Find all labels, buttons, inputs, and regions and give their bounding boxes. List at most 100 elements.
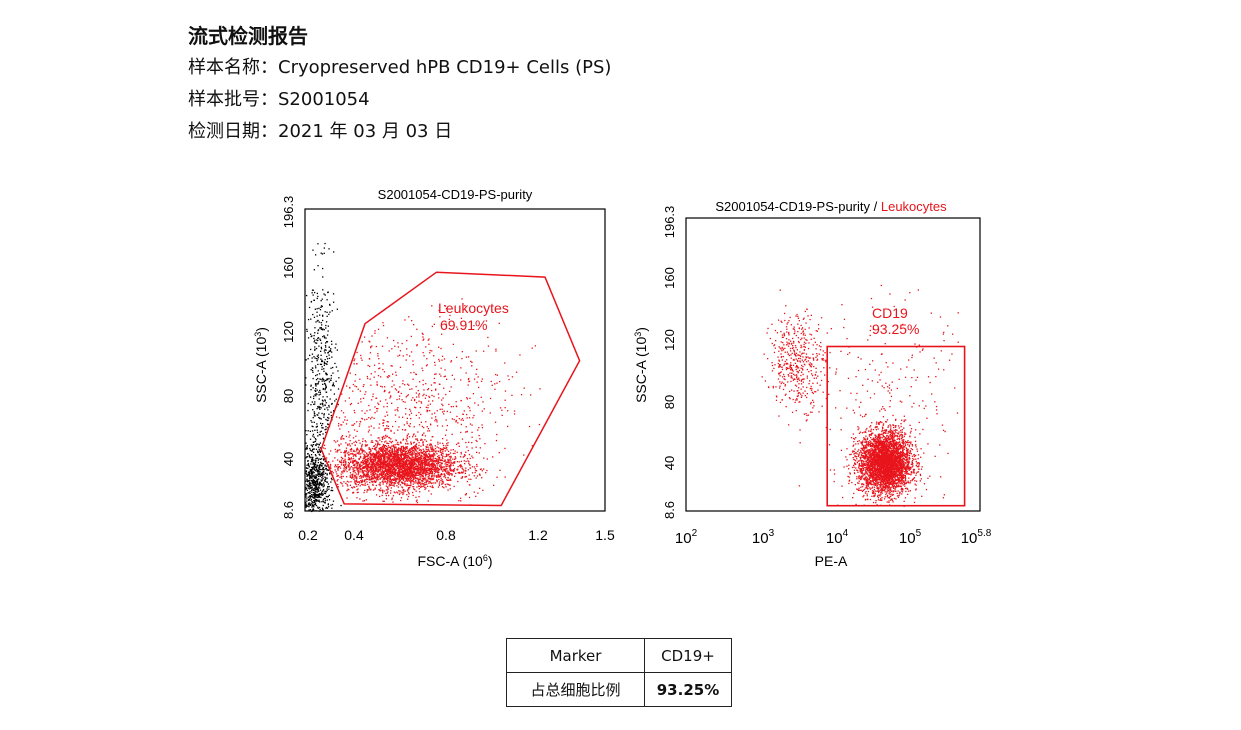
event-point [468, 474, 470, 476]
event-point [461, 351, 463, 353]
event-point [321, 507, 324, 509]
event-point [393, 448, 396, 451]
event-point [420, 468, 422, 470]
event-point [399, 395, 401, 397]
event-point [376, 468, 378, 470]
event-point [391, 481, 394, 483]
event-point [374, 481, 377, 483]
event-point [311, 494, 313, 496]
event-point [381, 474, 384, 476]
event-point [316, 484, 318, 486]
event-point [364, 479, 366, 481]
event-point [450, 469, 453, 471]
event-point [359, 485, 361, 487]
event-point [372, 489, 375, 491]
event-point [414, 452, 416, 454]
event-point [369, 409, 371, 411]
event-point [413, 463, 415, 466]
event-point [478, 452, 480, 454]
event-point [392, 501, 394, 503]
event-point [416, 474, 418, 476]
event-point [406, 454, 408, 457]
event-point [320, 479, 322, 481]
event-point [318, 450, 321, 452]
event-point [424, 397, 427, 399]
event-point [446, 378, 448, 380]
event-point [422, 336, 424, 338]
event-point [425, 406, 427, 408]
event-point [390, 459, 393, 462]
event-point [393, 457, 395, 460]
event-point [326, 481, 328, 483]
event-point [425, 450, 427, 453]
event-point [398, 493, 401, 496]
event-point [348, 456, 350, 459]
event-point [324, 465, 326, 467]
event-point [433, 452, 435, 454]
event-point [462, 413, 464, 415]
event-point [319, 454, 321, 456]
event-point [317, 494, 320, 496]
event-point [372, 466, 374, 469]
event-point [406, 465, 408, 468]
event-point [305, 501, 307, 503]
event-point [374, 332, 376, 334]
event-point [388, 350, 390, 352]
event-point [310, 484, 312, 487]
event-point [360, 480, 362, 482]
event-point [347, 485, 349, 487]
event-point [307, 487, 309, 489]
event-point [440, 451, 442, 454]
event-point [342, 470, 344, 472]
event-point [394, 479, 396, 481]
event-point [423, 464, 425, 466]
event-point [387, 465, 389, 468]
event-point [424, 454, 427, 456]
event-point [406, 474, 409, 477]
event-point [379, 483, 381, 485]
event-point [325, 386, 327, 389]
event-point [331, 385, 334, 387]
event-point [399, 465, 401, 468]
event-point [393, 479, 395, 481]
event-point [367, 431, 370, 433]
event-point [437, 471, 439, 473]
event-point [315, 494, 317, 496]
event-point [337, 388, 340, 390]
event-point [438, 358, 440, 361]
event-point [343, 470, 345, 473]
event-point [378, 443, 380, 445]
event-point [406, 469, 408, 471]
event-point [319, 487, 321, 489]
event-point [437, 450, 440, 453]
event-point [312, 463, 314, 465]
event-point [428, 469, 430, 471]
event-point [322, 469, 324, 471]
event-point [445, 323, 447, 325]
event-point [367, 460, 370, 462]
event-point [377, 441, 379, 443]
event-point [315, 457, 317, 460]
event-point [313, 415, 315, 417]
event-point [318, 398, 320, 400]
event-point [312, 508, 314, 510]
event-point [336, 349, 338, 351]
event-point [418, 394, 420, 396]
event-point [452, 462, 454, 464]
event-point [355, 479, 358, 481]
event-point [370, 453, 372, 455]
event-point [437, 469, 439, 471]
event-point [413, 461, 415, 464]
event-point [335, 471, 337, 473]
event-point [362, 500, 364, 502]
event-point [418, 454, 420, 456]
event-point [381, 454, 384, 456]
event-point [406, 437, 409, 439]
event-point [407, 479, 410, 481]
event-point [378, 368, 380, 370]
plot2-title-highlight: Leukocytes [881, 199, 947, 214]
event-point [369, 452, 371, 454]
event-point [310, 461, 312, 463]
event-point [362, 470, 364, 473]
event-point [309, 509, 311, 511]
